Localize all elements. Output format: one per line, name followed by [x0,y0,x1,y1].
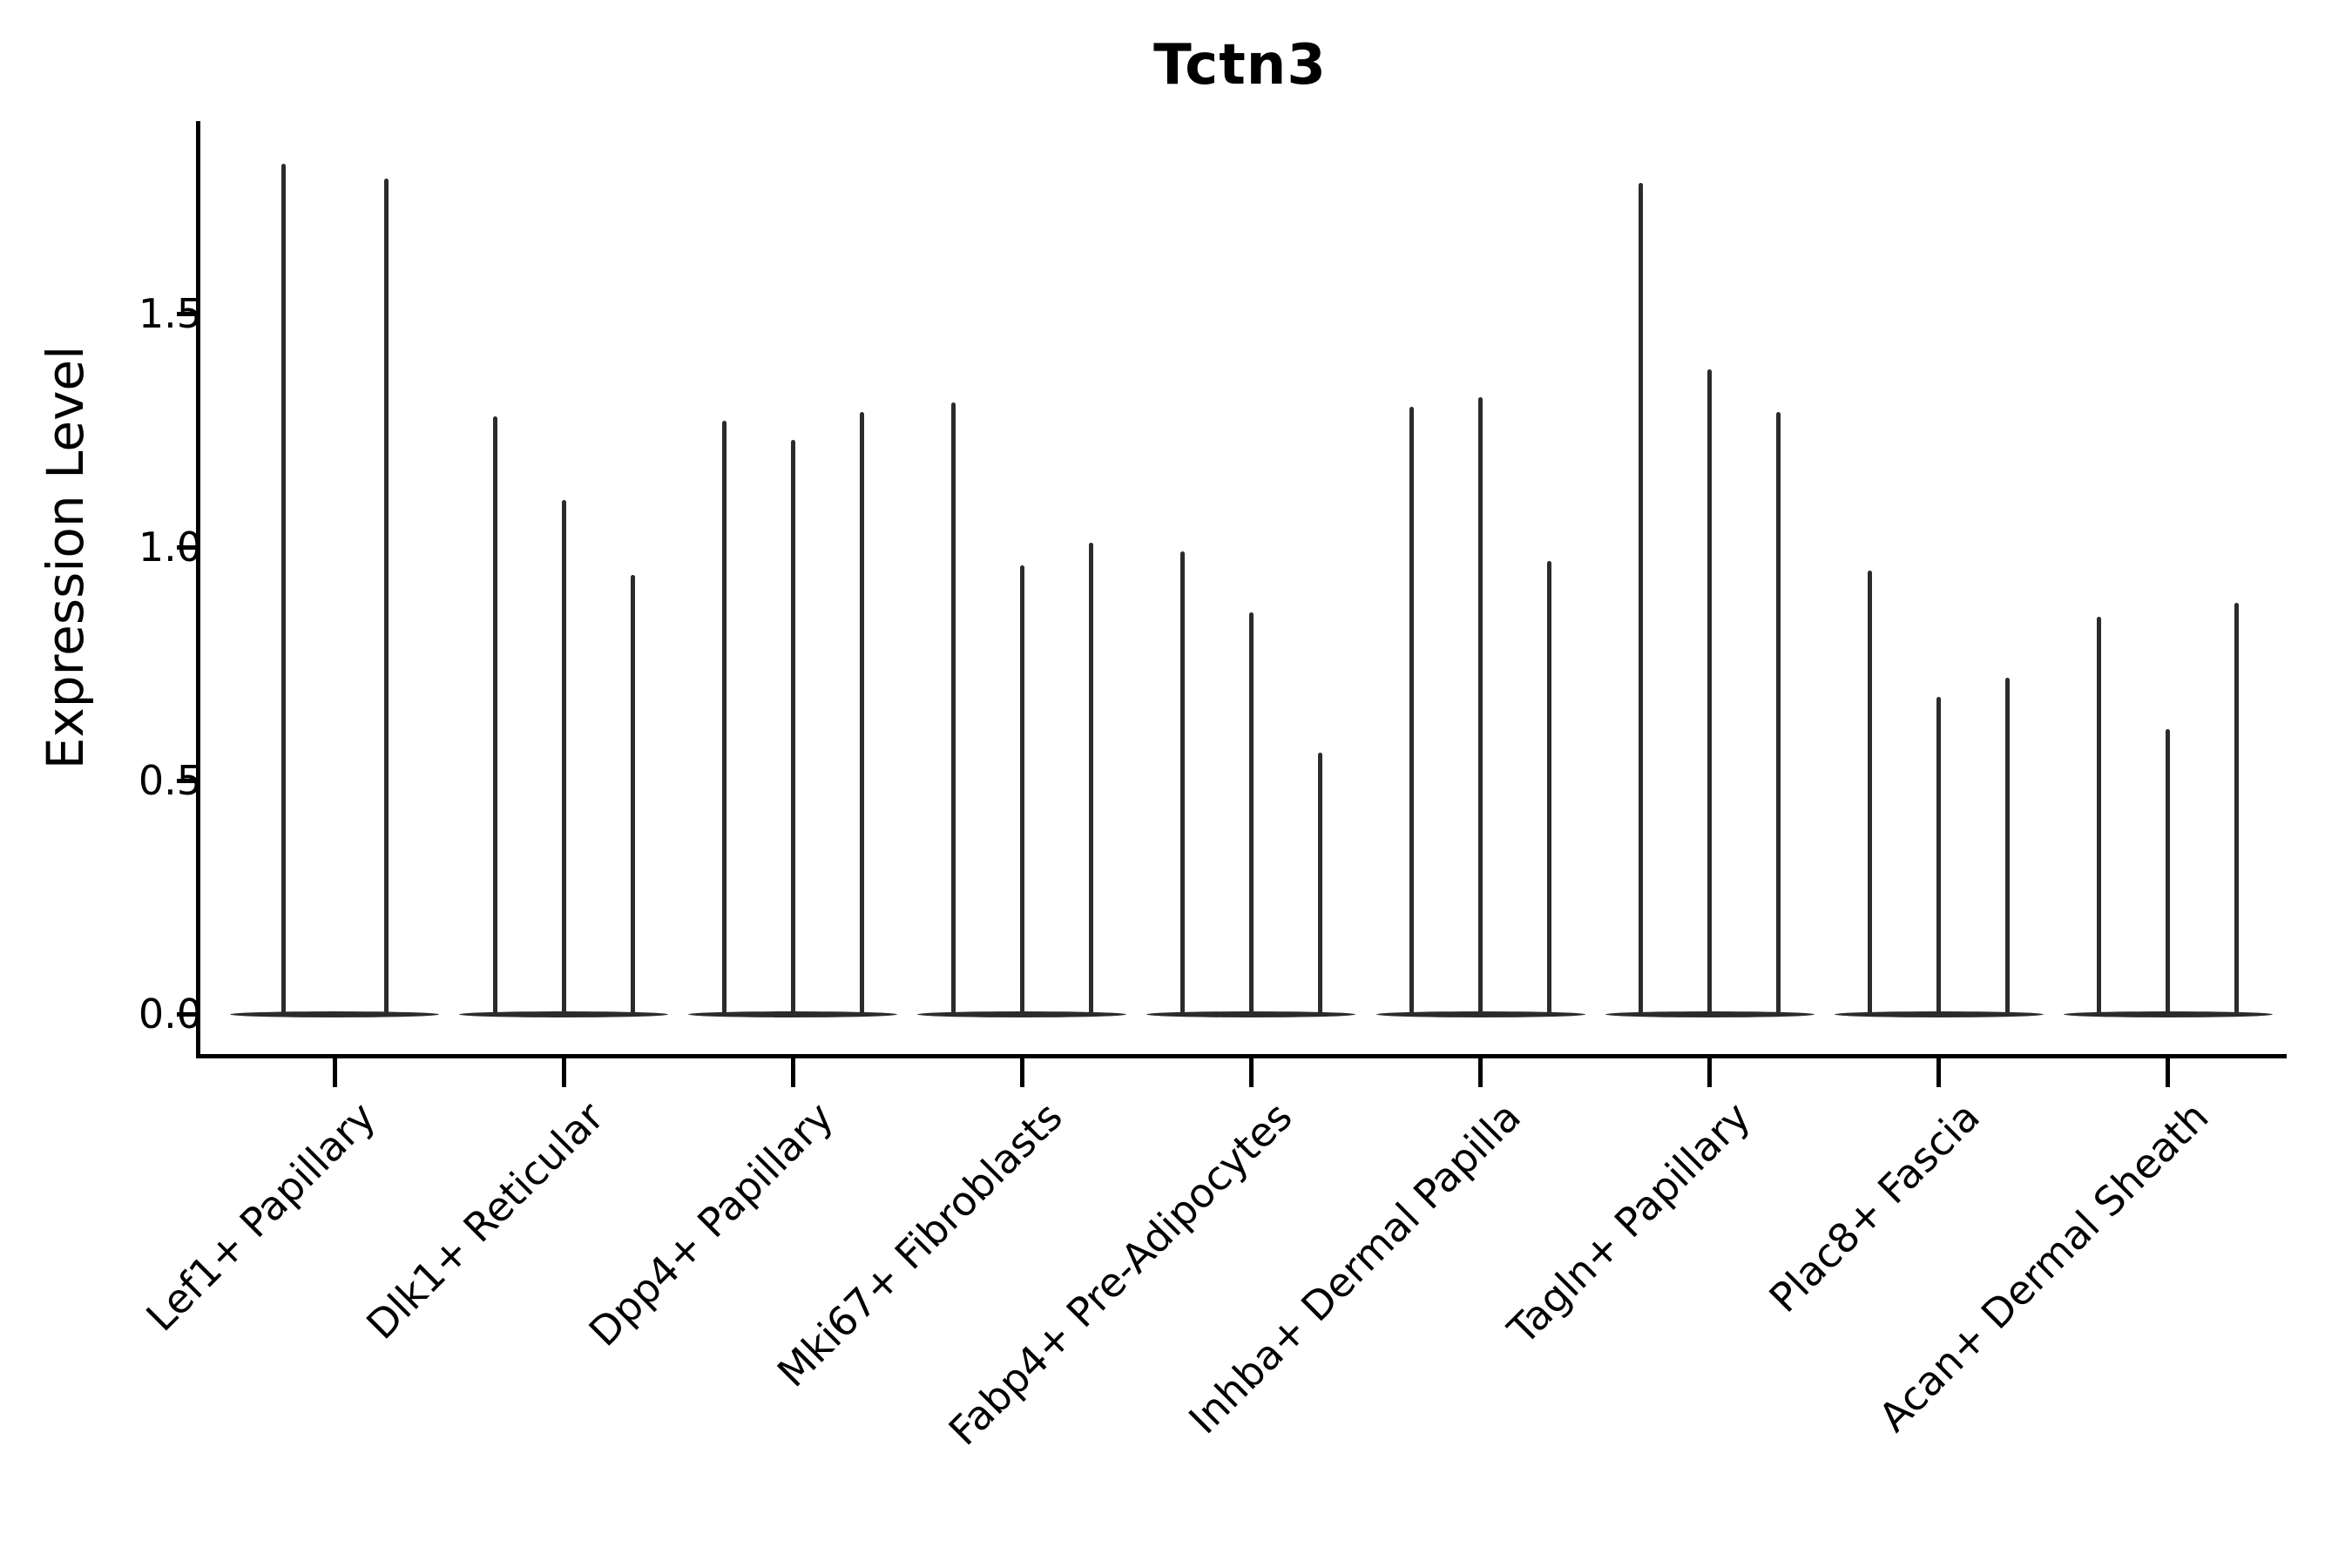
violin-spike [790,439,795,1016]
x-tick-label: Lef1+ Papillary [136,1092,384,1341]
y-tick-mark [177,1011,196,1017]
violin-spike [1088,542,1093,1016]
x-axis-spine [196,1054,2287,1058]
violin-spike [2234,603,2240,1016]
x-tick-mark [1936,1058,1942,1087]
violin-spike [1179,551,1185,1016]
x-tick-mark [1248,1058,1254,1087]
violin-spike [383,178,389,1016]
violin-spike [1478,397,1483,1016]
violin-spike [561,500,566,1016]
violin-spike [630,575,635,1016]
violin-spike [1936,696,1942,1016]
x-tick-label: Plac8+ Fascia [1760,1092,1989,1321]
violin-spike [2166,729,2171,1016]
y-tick-mark [177,311,196,316]
violin-spike [721,421,727,1016]
violin-spike [950,402,956,1016]
y-tick-label: 0.0 [138,990,202,1037]
violin-spike [1639,182,1644,1016]
violin-spike [1248,612,1254,1016]
violin-spike [1409,407,1414,1016]
y-tick-mark [177,778,196,783]
x-tick-mark [2166,1058,2171,1087]
violin-spike [1868,570,1873,1016]
x-tick-label: Dlk1+ Reticular [357,1092,613,1348]
violin-base [230,1010,439,1017]
violin-spike [2097,617,2102,1016]
violin-spike [2005,678,2011,1016]
y-tick-label: 0.5 [138,757,202,804]
x-tick-mark [561,1058,566,1087]
violin-spike [1707,369,1713,1016]
violin-spike [859,411,864,1016]
violin-spike [280,164,286,1016]
y-tick-label: 1.5 [138,290,202,337]
chart-title: Tctn3 [1153,33,1327,98]
x-tick-mark [1019,1058,1024,1087]
y-tick-label: 1.0 [138,524,202,571]
violin-spike [1019,565,1024,1016]
x-tick-mark [790,1058,795,1087]
violin-spike [492,416,497,1016]
y-axis-spine [196,121,200,1058]
violin-spike [1317,752,1322,1016]
x-tick-mark [332,1058,337,1087]
x-tick-mark [1478,1058,1483,1087]
x-tick-mark [1707,1058,1713,1087]
violin-spike [1776,411,1781,1016]
y-tick-mark [177,544,196,550]
x-tick-label: Dpp4+ Papillary [579,1092,842,1355]
violin-spike [1547,561,1551,1016]
x-tick-label: Tagln+ Papillary [1498,1092,1760,1354]
